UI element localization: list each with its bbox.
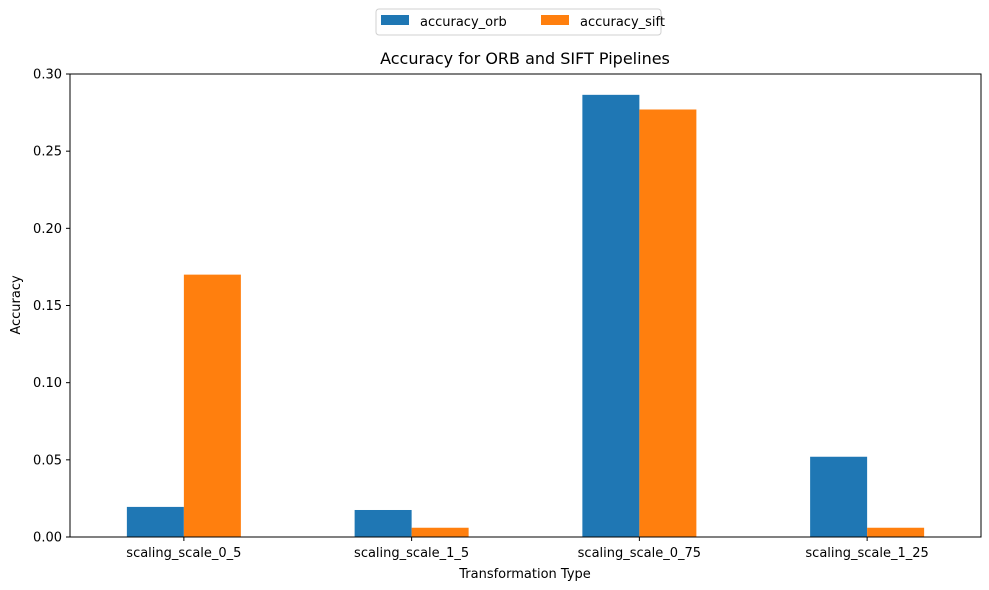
- bar-accuracy_sift-scaling_scale_0_75: [639, 109, 697, 537]
- bar-accuracy_sift-scaling_scale_0_5: [183, 274, 241, 537]
- legend: accuracy_orb accuracy_sift: [375, 8, 665, 36]
- legend-label-sift: accuracy_sift: [580, 15, 665, 30]
- x-tick-label: scaling_scale_1_25: [805, 546, 928, 561]
- legend-swatch-sift: [541, 15, 569, 25]
- chart-title: Accuracy for ORB and SIFT Pipelines: [380, 49, 670, 68]
- bar-accuracy_orb-scaling_scale_1_5: [354, 509, 412, 537]
- plot-frame: [69, 73, 982, 538]
- bar-accuracy_sift-scaling_scale_1_5: [411, 527, 469, 537]
- y-tick-label: 0.20: [33, 222, 62, 237]
- legend-swatch-orb: [381, 15, 409, 25]
- y-axis-label: Accuracy: [9, 275, 24, 335]
- y-tick-label: 0.15: [33, 299, 62, 314]
- x-tick-label: scaling_scale_0_5: [126, 546, 241, 561]
- x-axis: scaling_scale_0_5 scaling_scale_1_5 scalin…: [126, 537, 929, 561]
- y-tick-label: 0.10: [33, 376, 62, 391]
- bar-accuracy_sift-scaling_scale_1_25: [867, 527, 925, 537]
- y-tick-label: 0.00: [33, 531, 62, 546]
- bar-accuracy_orb-scaling_scale_0_75: [582, 94, 640, 538]
- bar-accuracy_orb-scaling_scale_0_5: [126, 506, 184, 537]
- y-tick-label: 0.30: [33, 68, 62, 83]
- bars-group: [126, 94, 925, 538]
- y-axis: 0.00 0.05 0.10 0.15 0.20 0.25 0.30: [33, 68, 70, 546]
- y-tick-label: 0.25: [33, 145, 62, 160]
- legend-box: [375, 8, 662, 36]
- x-axis-label: Transformation Type: [458, 567, 591, 582]
- bar-accuracy_orb-scaling_scale_1_25: [810, 456, 868, 537]
- x-tick-label: scaling_scale_1_5: [354, 546, 469, 561]
- y-tick-label: 0.05: [33, 453, 62, 468]
- x-tick-label: scaling_scale_0_75: [578, 546, 701, 561]
- legend-label-orb: accuracy_orb: [420, 15, 507, 30]
